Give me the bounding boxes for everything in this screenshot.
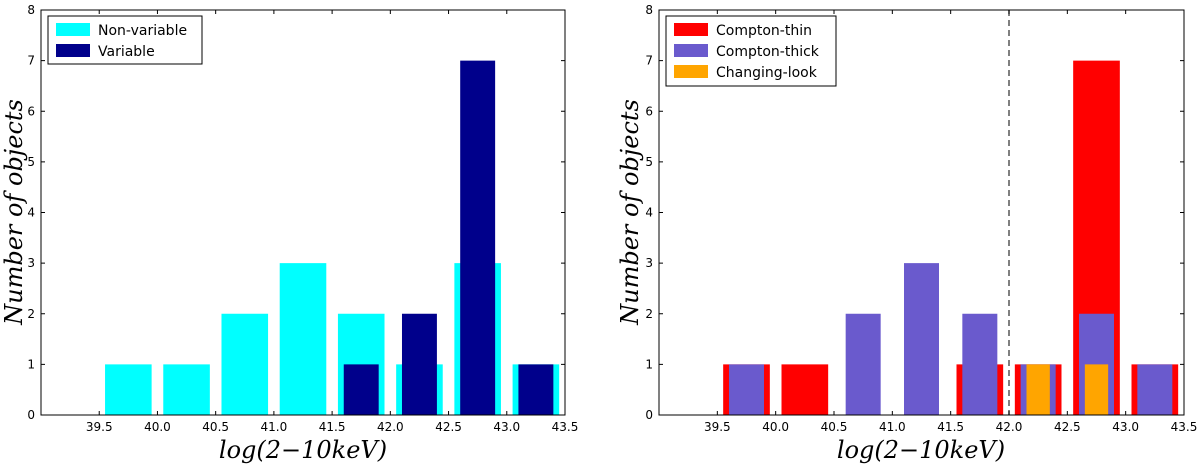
right-bar-changing-look-1 <box>1084 364 1109 415</box>
left-bar-variable-3 <box>518 364 554 415</box>
legend-swatch-compton-thin <box>674 23 708 36</box>
right-xtick-label-7: 43.0 <box>1112 420 1139 434</box>
left-xtick-label-8: 43.5 <box>552 420 579 434</box>
right-ytick-label-4: 4 <box>645 206 653 220</box>
right-bars <box>723 60 1179 415</box>
left-legend: Non-variable Variable <box>47 15 203 65</box>
left-ytick-label-8: 8 <box>27 3 35 17</box>
legend-swatch-changing-look <box>674 65 708 78</box>
right-bar-compton-thick-1 <box>845 313 881 415</box>
legend-swatch-non-variable <box>56 23 90 36</box>
right-xtick-label-5: 42.0 <box>996 420 1023 434</box>
legend-swatch-variable <box>56 44 90 57</box>
left-bars <box>105 60 560 415</box>
left-xtick-label-7: 43.0 <box>493 420 520 434</box>
left-bar-non-variable-2 <box>221 313 269 415</box>
left-ytick-label-3: 3 <box>27 256 35 270</box>
legend-label-variable: Variable <box>98 44 155 60</box>
legend-label-changing-look: Changing-look <box>716 65 818 81</box>
left-bar-non-variable-3 <box>279 263 327 415</box>
left-bar-variable-1 <box>401 313 437 415</box>
left-ytick-label-4: 4 <box>27 206 35 220</box>
right-bar-compton-thin-1 <box>781 364 829 415</box>
right-legend: Compton-thin Compton-thick Changing-look <box>665 15 837 87</box>
right-bar-compton-thick-0 <box>729 364 764 415</box>
left-y-axis-label: Number of objects <box>0 99 28 326</box>
right-ytick-label-7: 7 <box>645 54 653 68</box>
right-panel: 39.5 40.0 40.5 41.0 41.5 42.0 42.5 43.0 43.5 0 1 2 3… <box>616 3 1197 464</box>
left-ytick-label-1: 1 <box>27 357 35 371</box>
right-ytick-label-8: 8 <box>645 3 653 17</box>
left-ytick-label-5: 5 <box>27 155 35 169</box>
left-bar-variable-2 <box>460 60 496 415</box>
left-ytick-label-6: 6 <box>27 104 35 118</box>
right-x-axis-label: log(2−10keV) <box>837 436 1005 464</box>
left-ytick-label-7: 7 <box>27 54 35 68</box>
left-ticks: 39.5 40.0 40.5 41.0 41.5 42.0 42.5 43.0 43.5 0 1 2 3… <box>27 3 578 434</box>
right-ytick-label-1: 1 <box>645 357 653 371</box>
left-x-axis-label: log(2−10keV) <box>219 436 387 464</box>
legend-swatch-compton-thick <box>674 44 708 57</box>
left-xtick-label-5: 42.0 <box>377 420 404 434</box>
left-xtick-label-0: 39.5 <box>86 420 113 434</box>
right-bar-compton-thick-2 <box>904 263 939 415</box>
legend-label-compton-thin: Compton-thin <box>716 23 812 39</box>
left-xtick-label-4: 41.5 <box>319 420 346 434</box>
right-ytick-label-2: 2 <box>645 307 653 321</box>
right-bar-compton-thick-6 <box>1137 364 1173 415</box>
left-panel: 39.5 40.0 40.5 41.0 41.5 42.0 42.5 43.0 43.5 0 1 2 3… <box>0 3 578 464</box>
right-xtick-label-6: 42.5 <box>1054 420 1081 434</box>
left-bar-variable-0 <box>343 364 379 415</box>
left-xtick-label-3: 41.0 <box>261 420 288 434</box>
right-xtick-label-8: 43.5 <box>1171 420 1198 434</box>
right-xtick-label-2: 40.5 <box>821 420 848 434</box>
right-xtick-label-3: 41.0 <box>879 420 906 434</box>
left-bar-non-variable-0 <box>105 364 152 415</box>
right-xtick-label-0: 39.5 <box>704 420 731 434</box>
right-ytick-label-3: 3 <box>645 256 653 270</box>
left-xtick-label-1: 40.0 <box>144 420 171 434</box>
legend-label-non-variable: Non-variable <box>98 23 187 39</box>
right-ytick-label-5: 5 <box>645 155 653 169</box>
right-ticks: 39.5 40.0 40.5 41.0 41.5 42.0 42.5 43.0 43.5 0 1 2 3… <box>645 3 1197 434</box>
right-ytick-label-6: 6 <box>645 104 653 118</box>
left-xtick-label-2: 40.5 <box>202 420 229 434</box>
left-ytick-label-0: 0 <box>27 408 35 422</box>
right-y-axis-label: Number of objects <box>616 99 644 326</box>
legend-label-compton-thick: Compton-thick <box>716 44 820 60</box>
right-xtick-label-4: 41.5 <box>937 420 964 434</box>
right-xtick-label-1: 40.0 <box>762 420 789 434</box>
left-xtick-label-6: 42.5 <box>435 420 462 434</box>
right-bar-compton-thick-3 <box>962 313 998 415</box>
left-bar-non-variable-1 <box>163 364 210 415</box>
right-ytick-label-0: 0 <box>645 408 653 422</box>
left-ytick-label-2: 2 <box>27 307 35 321</box>
right-bar-changing-look-0 <box>1026 364 1050 415</box>
